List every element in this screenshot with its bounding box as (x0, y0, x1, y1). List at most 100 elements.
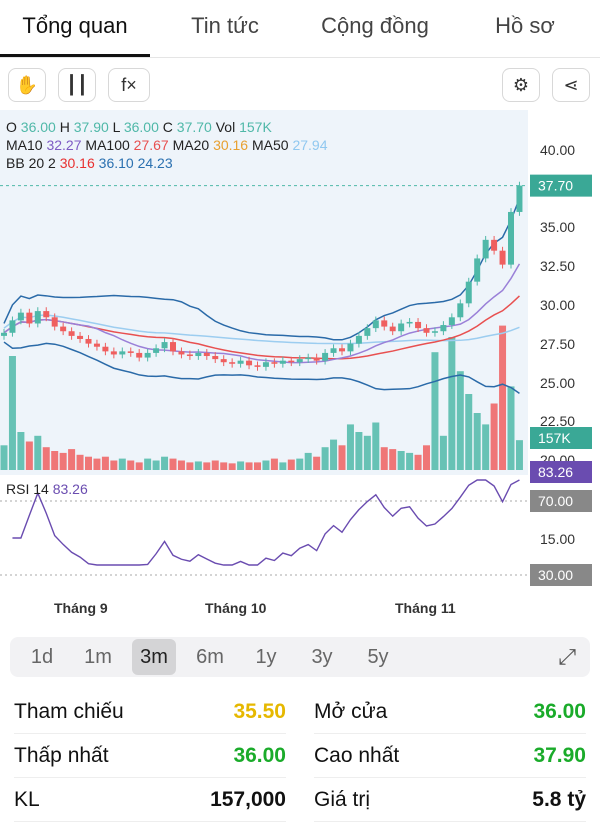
volume-bar (423, 445, 430, 470)
expand-icon[interactable]: ⤢ (558, 644, 576, 669)
candle-body (43, 311, 50, 318)
candle-body (220, 359, 227, 363)
candle-body (347, 343, 354, 352)
volume-bar (76, 454, 84, 470)
rsi-panel (0, 475, 528, 590)
candle-body (102, 346, 109, 352)
ma50-line (3, 314, 520, 345)
period-3y[interactable]: 3y (311, 646, 333, 668)
volume-bar (118, 458, 126, 470)
volume-bar (482, 424, 490, 470)
volume-badge (530, 427, 592, 449)
bb-lower-line (3, 341, 520, 394)
candle-body (178, 351, 185, 355)
candlestick-icon: ┃┃ (66, 74, 88, 95)
candle-body (51, 317, 58, 327)
settings-button[interactable]: ⚙ (502, 68, 540, 102)
gear-icon: ⚙ (512, 74, 530, 95)
period-1y[interactable]: 1y (255, 646, 277, 668)
period-3m[interactable]: 3m (132, 639, 176, 675)
stat-high: Cao nhất 37.90 (314, 734, 586, 778)
volume-bar (346, 424, 354, 470)
price-tick-label: 22.50 (540, 413, 575, 429)
candle-body (246, 360, 253, 366)
candle-body (457, 303, 464, 318)
hand-tool-button[interactable]: ✋ (8, 68, 46, 102)
candle-body (110, 351, 117, 355)
price-chart[interactable]: 40.0035.0032.5030.0027.5025.0022.5020.00… (0, 110, 600, 590)
candle-body (9, 320, 16, 333)
candle-body (93, 343, 100, 347)
volume-bar (473, 413, 481, 470)
candle-body (322, 352, 329, 361)
candle-type-button[interactable]: ┃┃ (58, 68, 96, 102)
candle-body (364, 328, 371, 336)
share-button[interactable]: ⋖ (552, 68, 590, 102)
candle-body (170, 342, 176, 352)
candle-body (499, 250, 506, 265)
rsi-line (12, 479, 520, 566)
stat-value: Giá trị 5.8 tỷ (314, 778, 586, 822)
chart-background (0, 110, 528, 475)
candle-body (136, 352, 143, 358)
candle-body (339, 348, 345, 352)
volume-bar (304, 452, 312, 470)
candle-body (389, 326, 396, 332)
tab-community[interactable]: Cộng đồng (321, 13, 429, 38)
volume-bar (110, 460, 118, 470)
candle-body (119, 351, 126, 355)
candle-body (305, 357, 312, 360)
candle-body (212, 356, 219, 360)
candle-body (153, 348, 160, 353)
candle-body (431, 331, 438, 333)
candle-body (34, 311, 41, 324)
ma10-line (3, 263, 521, 364)
volume-bar (68, 449, 76, 470)
indicator-button[interactable]: f× (108, 68, 150, 102)
volume-bar (330, 439, 338, 470)
tab-overview[interactable]: Tổng quan (0, 0, 150, 57)
candle-body (440, 325, 447, 332)
price-tick-label: 25.00 (540, 375, 575, 391)
rsi-70-badge-label: 70.00 (538, 493, 573, 509)
candle-body (60, 326, 67, 332)
volume-bar (228, 463, 236, 470)
volume-bar (152, 460, 160, 470)
volume-bar (372, 422, 380, 470)
candle-body (1, 332, 7, 336)
bb-upper-line (3, 198, 521, 341)
volume-bar (237, 461, 245, 470)
share-icon: ⋖ (563, 74, 579, 95)
period-6m[interactable]: 6m (196, 646, 224, 668)
volume-bar (279, 462, 287, 470)
stat-reference: Tham chiếu 35.50 (14, 690, 286, 734)
volume-bar (85, 456, 92, 470)
candle-body (381, 320, 388, 327)
candle-body (448, 317, 455, 326)
tab-profile[interactable]: Hồ sơ (495, 13, 555, 38)
candle-body (474, 258, 481, 282)
stat-volume: KL 157,000 (14, 778, 286, 822)
candle-body (516, 185, 523, 212)
candle-body (254, 365, 261, 367)
candle-body (68, 331, 75, 336)
volume-bar (51, 451, 59, 470)
candle-body (262, 362, 269, 367)
rsi-badge (530, 461, 592, 483)
tab-news[interactable]: Tin tức (191, 13, 259, 38)
volume-bar (296, 458, 304, 470)
hand-icon: ✋ (15, 74, 39, 95)
volume-bar (245, 462, 253, 470)
volume-bar (203, 462, 211, 470)
volume-bar (144, 458, 152, 470)
candle-body (508, 211, 514, 265)
period-1m[interactable]: 1m (84, 646, 112, 668)
price-tick-label: 40.00 (540, 142, 575, 158)
candle-body (186, 354, 193, 357)
period-5y[interactable]: 5y (367, 646, 389, 668)
volume-bar (389, 449, 397, 470)
period-1d[interactable]: 1d (30, 646, 54, 668)
candle-body (423, 328, 430, 333)
stat-open: Mở cửa 36.00 (314, 690, 586, 734)
volume-bar (363, 435, 371, 470)
